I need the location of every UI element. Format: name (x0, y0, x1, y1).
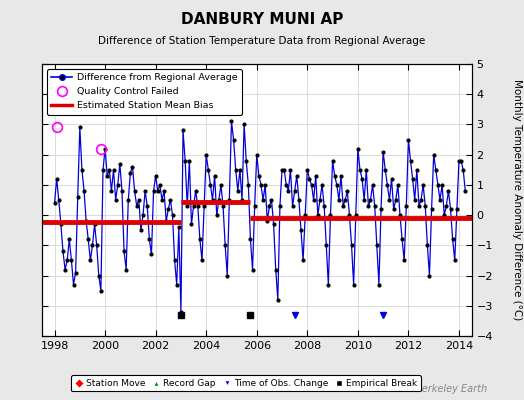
Text: Berkeley Earth: Berkeley Earth (415, 384, 487, 394)
Y-axis label: Monthly Temperature Anomaly Difference (°C): Monthly Temperature Anomaly Difference (… (512, 79, 522, 321)
Text: DANBURY MUNI AP: DANBURY MUNI AP (181, 12, 343, 27)
Legend: Station Move, Record Gap, Time of Obs. Change, Empirical Break: Station Move, Record Gap, Time of Obs. C… (71, 375, 421, 392)
Legend: Difference from Regional Average, Quality Control Failed, Estimated Station Mean: Difference from Regional Average, Qualit… (47, 69, 242, 115)
Text: Difference of Station Temperature Data from Regional Average: Difference of Station Temperature Data f… (99, 36, 425, 46)
